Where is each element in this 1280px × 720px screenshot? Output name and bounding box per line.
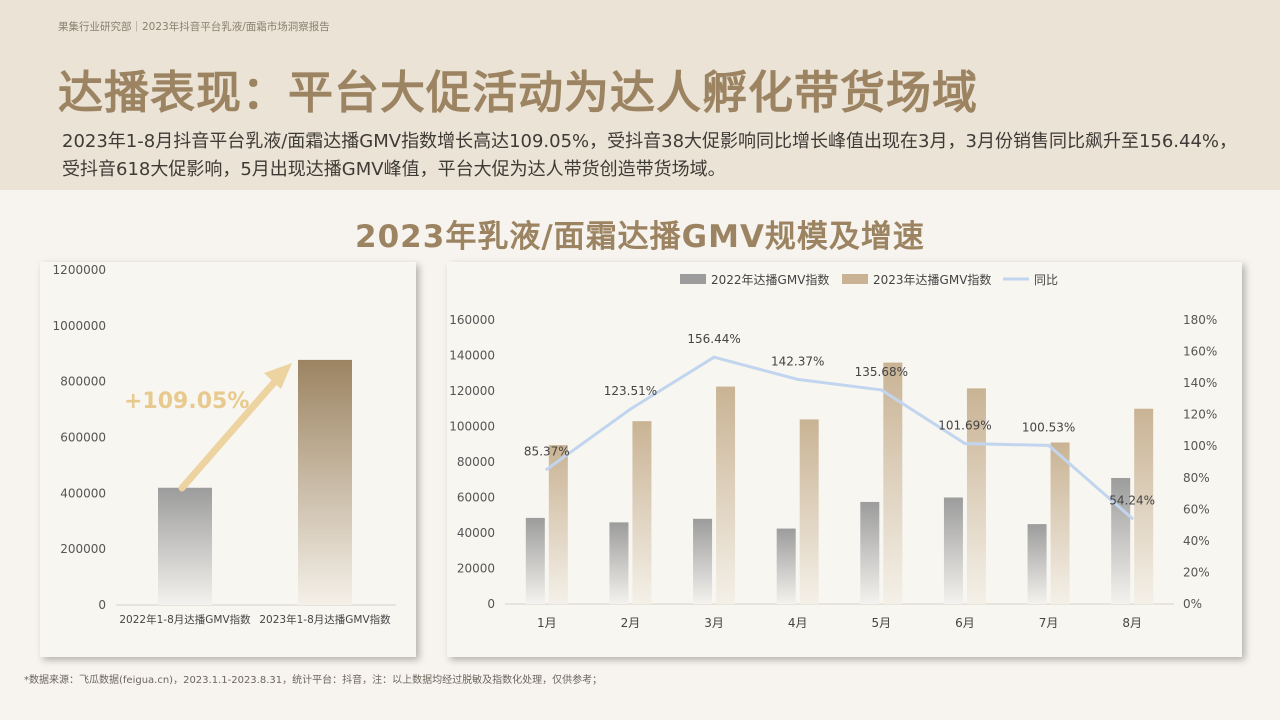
monthly-gmv-panel: 2022年达播GMV指数 2023年达播GMV指数 同比 0 20000 40000 600…: [447, 262, 1242, 657]
growth-arrow-shaft: [178, 374, 282, 492]
monthly-gmv-chart: 2022年达播GMV指数 2023年达播GMV指数 同比 0 20000 40000 600…: [449, 272, 1217, 630]
y-tick-label: 400000: [60, 486, 106, 500]
yoy-data-label: 135.68%: [855, 365, 908, 379]
x-tick-label: 4月: [788, 616, 808, 630]
legend-label-2022: 2022年达播GMV指数: [711, 272, 829, 287]
yoy-line: [545, 355, 1134, 520]
y2-tick-label: 60%: [1183, 502, 1210, 516]
bar-2023: [298, 359, 352, 605]
yoy-data-label: 101.69%: [938, 419, 991, 433]
bar-2023: [1050, 442, 1070, 604]
bar-2022: [158, 487, 212, 605]
y-tick-label: 1000000: [53, 319, 106, 333]
y-tick-label: 120000: [449, 384, 495, 398]
yoy-data-label: 142.37%: [771, 354, 824, 368]
y2-tick-label: 20%: [1183, 565, 1210, 579]
bar-2022: [776, 528, 796, 604]
y-tick-label: 600000: [60, 431, 106, 445]
x-tick-label: 2022年1-8月达播GMV指数: [119, 613, 251, 626]
y-tick-label: 140000: [449, 349, 495, 363]
y-tick-label: 160000: [449, 313, 495, 327]
x-tick-label: 1月: [537, 616, 557, 630]
y-tick-label: 0: [487, 597, 495, 611]
x-tick-label: 8月: [1122, 616, 1142, 630]
yoy-point: [628, 407, 632, 411]
y-tick-label: 100000: [449, 420, 495, 434]
yoy-point: [1047, 443, 1051, 447]
y2-tick-label: 120%: [1183, 408, 1217, 422]
growth-annotation: +109.05%: [124, 389, 249, 414]
yoy-data-label: 54.24%: [1109, 493, 1155, 507]
bar-2022: [525, 517, 545, 604]
x-tick-label: 5月: [871, 616, 891, 630]
yoy-point: [879, 388, 883, 392]
legend-label-2023: 2023年达播GMV指数: [873, 272, 991, 287]
bar-2022: [609, 522, 629, 604]
y-tick-label: 0: [98, 598, 106, 612]
total-gmv-chart: 0 200000 400000 600000 800000 1000000 1200000 2…: [53, 263, 396, 626]
page-title: 达播表现：平台大促活动为达人孵化带货场域: [58, 66, 979, 119]
y2-tick-label: 80%: [1183, 471, 1210, 485]
y2-tick-label: 140%: [1183, 376, 1217, 390]
yoy-data-label: 100.53%: [1022, 420, 1075, 434]
chart-heading: 2023年乳液/面霜达播GMV规模及增速: [355, 219, 925, 255]
legend-label-yoy: 同比: [1034, 273, 1058, 287]
bar-2023: [716, 386, 736, 604]
growth-arrow-head: [264, 363, 292, 389]
bar-2023: [548, 445, 568, 604]
yoy-data-label: 123.51%: [604, 384, 657, 398]
bar-2023: [799, 419, 819, 604]
y2-tick-label: 0%: [1183, 597, 1202, 611]
yoy-point: [963, 442, 967, 446]
total-gmv-panel: 0 200000 400000 600000 800000 1000000 1200000 2…: [40, 262, 416, 657]
summary-text: 2023年1-8月抖音平台乳液/面霜达播GMV指数增长高达109.05%，受抖音…: [62, 131, 1238, 180]
y2-tick-label: 180%: [1183, 313, 1217, 327]
y-tick-label: 20000: [457, 562, 495, 576]
yoy-data-label: 85.37%: [524, 444, 570, 458]
bar-2022: [1027, 524, 1047, 604]
breadcrumb: 果集行业研究部｜2023年抖音平台乳液/面霜市场洞察报告: [58, 21, 330, 33]
footnote: *数据来源：飞瓜数据(feigua.cn)，2023.1.1-2023.8.31…: [24, 675, 603, 686]
yoy-point: [796, 377, 800, 381]
y-tick-label: 200000: [60, 542, 106, 556]
x-tick-label: 2月: [621, 616, 641, 630]
y-tick-label: 40000: [457, 526, 495, 540]
x-tick-label: 6月: [955, 616, 975, 630]
y2-tick-label: 160%: [1183, 345, 1217, 359]
bar-2022: [943, 497, 963, 604]
x-tick-label: 3月: [704, 616, 724, 630]
y-tick-label: 1200000: [53, 263, 106, 277]
y2-tick-label: 100%: [1183, 439, 1217, 453]
x-tick-label: 7月: [1039, 616, 1059, 630]
legend-swatch-2022: [680, 274, 706, 284]
bar-2023: [1134, 408, 1154, 604]
x-tick-label: 2023年1-8月达播GMV指数: [259, 613, 391, 626]
bar-2022: [693, 518, 713, 604]
bar-2023: [883, 362, 903, 604]
yoy-point: [712, 355, 716, 359]
y-tick-label: 60000: [457, 491, 495, 505]
yoy-point: [1130, 516, 1134, 520]
bar-2022: [1111, 477, 1131, 604]
bar-2023: [632, 421, 652, 604]
legend-swatch-2023: [842, 274, 868, 284]
y-tick-label: 800000: [60, 375, 106, 389]
y2-tick-label: 40%: [1183, 534, 1210, 548]
yoy-data-label: 156.44%: [687, 332, 740, 346]
bar-2022: [860, 501, 880, 604]
y-tick-label: 80000: [457, 455, 495, 469]
header-band: [0, 0, 1280, 190]
yoy-point: [545, 467, 549, 471]
